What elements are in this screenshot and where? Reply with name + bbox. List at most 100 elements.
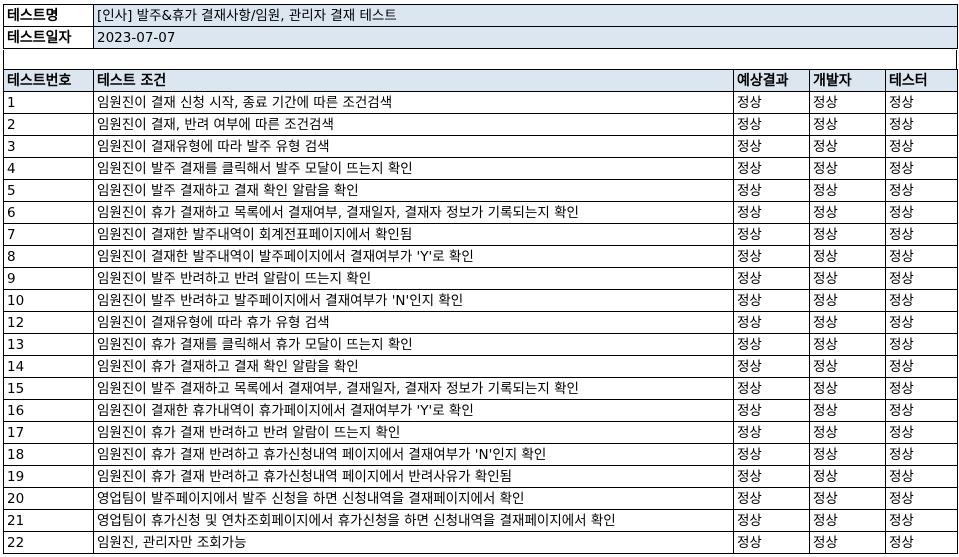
test-number-cell[interactable]: 18 <box>3 443 94 466</box>
tester-cell[interactable]: 정상 <box>885 377 958 400</box>
test-condition-cell[interactable]: 임원진이 결재, 반려 여부에 따른 조건검색 <box>93 113 734 136</box>
developer-cell[interactable]: 정상 <box>809 289 886 312</box>
test-number-cell[interactable]: 16 <box>3 399 94 422</box>
test-number-cell[interactable]: 8 <box>3 245 94 268</box>
test-condition-cell[interactable]: 임원진이 결재 신청 시작, 종료 기간에 따른 조건검색 <box>93 91 734 114</box>
tester-cell[interactable]: 정상 <box>885 157 958 180</box>
developer-cell[interactable]: 정상 <box>809 399 886 422</box>
test-number-cell[interactable]: 9 <box>3 267 94 290</box>
tester-cell[interactable]: 정상 <box>885 91 958 114</box>
test-condition-cell[interactable]: 임원진이 발주 결재하고 목록에서 결재여부, 결재일자, 결재자 정보가 기록… <box>93 377 734 400</box>
test-name-value[interactable]: [인사] 발주&휴가 결재사항/임원, 관리자 결재 테스트 <box>93 4 958 27</box>
expected-result-cell[interactable]: 정상 <box>733 135 810 158</box>
tester-cell[interactable]: 정상 <box>885 465 958 488</box>
tester-cell[interactable]: 정상 <box>885 245 958 268</box>
expected-result-cell[interactable]: 정상 <box>733 179 810 202</box>
tester-cell[interactable]: 정상 <box>885 421 958 444</box>
expected-result-cell[interactable]: 정상 <box>733 157 810 180</box>
test-number-cell[interactable]: 7 <box>3 223 94 246</box>
developer-cell[interactable]: 정상 <box>809 487 886 510</box>
tester-cell[interactable]: 정상 <box>885 289 958 312</box>
test-condition-cell[interactable]: 임원진이 휴가 결재하고 목록에서 결재여부, 결재일자, 결재자 정보가 기록… <box>93 201 734 224</box>
tester-cell[interactable]: 정상 <box>885 399 958 422</box>
tester-cell[interactable]: 정상 <box>885 311 958 334</box>
test-condition-cell[interactable]: 임원진이 결재유형에 따라 발주 유형 검색 <box>93 135 734 158</box>
tester-cell[interactable]: 정상 <box>885 333 958 356</box>
test-condition-cell[interactable]: 임원진이 발주 반려하고 반려 알람이 뜨는지 확인 <box>93 267 734 290</box>
test-number-cell[interactable]: 20 <box>3 487 94 510</box>
test-number-cell[interactable]: 21 <box>3 509 94 532</box>
expected-result-cell[interactable]: 정상 <box>733 333 810 356</box>
developer-cell[interactable]: 정상 <box>809 311 886 334</box>
expected-result-cell[interactable]: 정상 <box>733 355 810 378</box>
developer-cell[interactable]: 정상 <box>809 179 886 202</box>
expected-result-cell[interactable]: 정상 <box>733 399 810 422</box>
tester-cell[interactable]: 정상 <box>885 179 958 202</box>
test-name-label[interactable]: 테스트명 <box>3 4 94 27</box>
test-condition-cell[interactable]: 임원진이 결재한 발주내역이 회계전표페이지에서 확인됨 <box>93 223 734 246</box>
test-number-cell[interactable]: 10 <box>3 289 94 312</box>
test-condition-cell[interactable]: 임원진이 결재유형에 따라 휴가 유형 검색 <box>93 311 734 334</box>
expected-result-cell[interactable]: 정상 <box>733 91 810 114</box>
test-number-cell[interactable]: 17 <box>3 421 94 444</box>
test-condition-cell[interactable]: 영업팀이 발주페이지에서 발주 신청을 하면 신청내역을 결재페이지에서 확인 <box>93 487 734 510</box>
test-number-cell[interactable]: 22 <box>3 531 94 554</box>
header-test-number[interactable]: 테스트번호 <box>3 69 94 92</box>
test-number-cell[interactable]: 6 <box>3 201 94 224</box>
expected-result-cell[interactable]: 정상 <box>733 267 810 290</box>
expected-result-cell[interactable]: 정상 <box>733 223 810 246</box>
tester-cell[interactable]: 정상 <box>885 531 958 554</box>
expected-result-cell[interactable]: 정상 <box>733 487 810 510</box>
tester-cell[interactable]: 정상 <box>885 201 958 224</box>
expected-result-cell[interactable]: 정상 <box>733 465 810 488</box>
tester-cell[interactable]: 정상 <box>885 223 958 246</box>
test-number-cell[interactable]: 19 <box>3 465 94 488</box>
developer-cell[interactable]: 정상 <box>809 267 886 290</box>
developer-cell[interactable]: 정상 <box>809 157 886 180</box>
developer-cell[interactable]: 정상 <box>809 223 886 246</box>
tester-cell[interactable]: 정상 <box>885 135 958 158</box>
test-number-cell[interactable]: 1 <box>3 91 94 114</box>
expected-result-cell[interactable]: 정상 <box>733 113 810 136</box>
test-condition-cell[interactable]: 임원진, 관리자만 조회가능 <box>93 531 734 554</box>
expected-result-cell[interactable]: 정상 <box>733 201 810 224</box>
test-number-cell[interactable]: 14 <box>3 355 94 378</box>
test-condition-cell[interactable]: 임원진이 휴가 결재를 클릭해서 휴가 모달이 뜨는지 확인 <box>93 333 734 356</box>
test-number-cell[interactable]: 2 <box>3 113 94 136</box>
tester-cell[interactable]: 정상 <box>885 487 958 510</box>
expected-result-cell[interactable]: 정상 <box>733 311 810 334</box>
test-number-cell[interactable]: 15 <box>3 377 94 400</box>
test-number-cell[interactable]: 13 <box>3 333 94 356</box>
test-condition-cell[interactable]: 임원진이 휴가 결재 반려하고 반려 알람이 뜨는지 확인 <box>93 421 734 444</box>
test-condition-cell[interactable]: 임원진이 발주 반려하고 발주페이지에서 결재여부가 'N'인지 확인 <box>93 289 734 312</box>
test-condition-cell[interactable]: 임원진이 휴가 결재 반려하고 휴가신청내역 페이지에서 반려사유가 확인됨 <box>93 465 734 488</box>
developer-cell[interactable]: 정상 <box>809 113 886 136</box>
test-number-cell[interactable]: 4 <box>3 157 94 180</box>
developer-cell[interactable]: 정상 <box>809 421 886 444</box>
test-number-cell[interactable]: 3 <box>3 135 94 158</box>
expected-result-cell[interactable]: 정상 <box>733 443 810 466</box>
expected-result-cell[interactable]: 정상 <box>733 509 810 532</box>
developer-cell[interactable]: 정상 <box>809 91 886 114</box>
test-condition-cell[interactable]: 임원진이 결재한 발주내역이 발주페이지에서 결재여부가 'Y'로 확인 <box>93 245 734 268</box>
expected-result-cell[interactable]: 정상 <box>733 421 810 444</box>
developer-cell[interactable]: 정상 <box>809 135 886 158</box>
tester-cell[interactable]: 정상 <box>885 113 958 136</box>
expected-result-cell[interactable]: 정상 <box>733 377 810 400</box>
developer-cell[interactable]: 정상 <box>809 531 886 554</box>
developer-cell[interactable]: 정상 <box>809 245 886 268</box>
header-tester[interactable]: 테스터 <box>885 69 958 92</box>
test-date-label[interactable]: 테스트일자 <box>3 26 94 49</box>
test-number-cell[interactable]: 5 <box>3 179 94 202</box>
test-condition-cell[interactable]: 임원진이 발주 결재하고 결재 확인 알람을 확인 <box>93 179 734 202</box>
blank-row[interactable] <box>3 50 957 69</box>
tester-cell[interactable]: 정상 <box>885 509 958 532</box>
tester-cell[interactable]: 정상 <box>885 355 958 378</box>
tester-cell[interactable]: 정상 <box>885 443 958 466</box>
developer-cell[interactable]: 정상 <box>809 509 886 532</box>
test-date-value[interactable]: 2023-07-07 <box>93 26 958 49</box>
developer-cell[interactable]: 정상 <box>809 355 886 378</box>
developer-cell[interactable]: 정상 <box>809 377 886 400</box>
header-expected-result[interactable]: 예상결과 <box>733 69 810 92</box>
header-developer[interactable]: 개발자 <box>809 69 886 92</box>
